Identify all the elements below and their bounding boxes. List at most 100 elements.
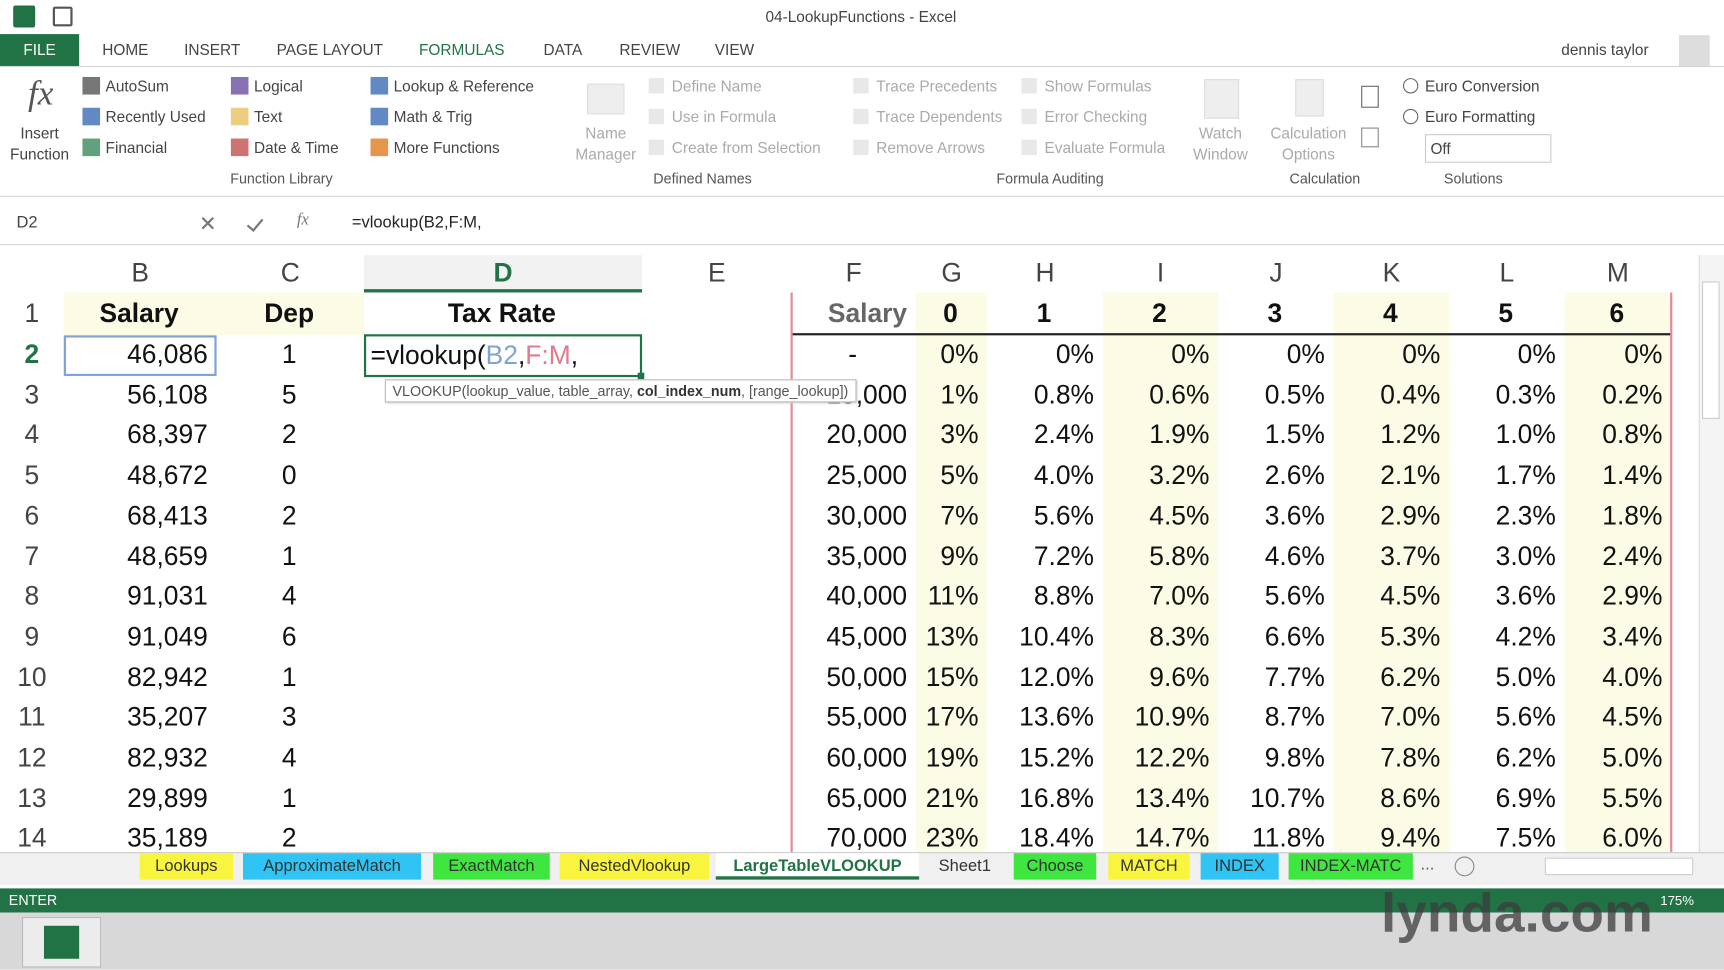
tax-cell: 7% xyxy=(940,501,979,531)
ribbon-button[interactable]: More Functions xyxy=(393,138,500,157)
ribbon-button[interactable]: AutoSum xyxy=(105,76,169,95)
ribbon-tab[interactable]: HOME xyxy=(102,40,149,59)
tax-cell: 2.9% xyxy=(1380,501,1441,531)
tax-header-cell: 0 xyxy=(943,299,958,329)
ribbon-button[interactable]: Lookup & Reference xyxy=(393,76,534,95)
ribbon-button[interactable]: Date & Time xyxy=(253,138,339,157)
sheet-tab[interactable]: Choose xyxy=(1013,853,1097,880)
tax-cell: 11% xyxy=(927,581,979,612)
name-box[interactable]: D2 xyxy=(16,213,38,232)
tax-cell: 3% xyxy=(940,420,979,451)
sheet-tab[interactable]: NestedVlookup xyxy=(559,853,710,880)
ribbon-button[interactable]: Define Name xyxy=(671,76,762,95)
dep-cell: 4 xyxy=(281,743,297,773)
salary-cell: 82,932 xyxy=(127,743,208,773)
ribbon-tab[interactable]: DATA xyxy=(543,40,583,59)
tax-cell: 21% xyxy=(925,783,979,814)
ribbon-button[interactable]: Euro Conversion xyxy=(1424,76,1540,95)
tax-cell: 0.3% xyxy=(1495,380,1556,410)
ribbon-button[interactable]: Trace Dependents xyxy=(876,107,1003,126)
ribbon-button[interactable]: Create from Selection xyxy=(671,138,821,157)
ribbon-button[interactable]: Trace Precedents xyxy=(876,76,998,95)
button-label[interactable]: Window xyxy=(1193,145,1248,163)
row-header: 13 xyxy=(17,783,47,814)
tax-cell: 3.6% xyxy=(1495,581,1556,612)
tax-cell: 23% xyxy=(925,823,979,853)
sheet-tab[interactable]: INDEX-MATC xyxy=(1288,853,1413,880)
tax-cell: 6.2% xyxy=(1380,662,1441,693)
ribbon-tab[interactable]: VIEW xyxy=(714,40,755,59)
ribbon-tab[interactable]: REVIEW xyxy=(619,40,681,59)
column-header: H xyxy=(1035,258,1055,289)
button-label[interactable]: Watch xyxy=(1198,124,1242,142)
button-label[interactable]: Manager xyxy=(575,145,637,163)
tax-cell: 0% xyxy=(1286,339,1325,370)
tax-cell: 0% xyxy=(1517,339,1556,370)
ribbon-button[interactable]: Evaluate Formula xyxy=(1044,138,1166,157)
tax-cell: 8.7% xyxy=(1264,702,1325,733)
insert-function-icon[interactable]: fx xyxy=(27,72,54,113)
dep-cell: 6 xyxy=(281,622,297,652)
ribbon-icon xyxy=(1021,108,1037,125)
sheet-tab[interactable]: Lookups xyxy=(139,853,234,880)
window-controls xyxy=(1539,7,1715,27)
ribbon-button[interactable]: Financial xyxy=(105,138,168,157)
tax-header-cell: 5 xyxy=(1498,299,1514,329)
tax-cell: 13% xyxy=(925,622,979,652)
ribbon-button[interactable]: Euro Formatting xyxy=(1424,107,1536,126)
tax-cell: 7.7% xyxy=(1264,662,1325,693)
sheet-tab[interactable]: INDEX xyxy=(1200,853,1279,880)
ribbon-tab[interactable]: FORMULAS xyxy=(419,40,505,59)
ribbon-tab[interactable]: FILE xyxy=(23,40,56,59)
button-label[interactable]: Name xyxy=(585,124,627,142)
sheet-tab[interactable]: LargeTableVLOOKUP xyxy=(715,853,920,880)
ribbon-button[interactable]: Remove Arrows xyxy=(876,138,985,157)
tax-cell: 13.4% xyxy=(1134,783,1210,814)
watermark: lynda.com xyxy=(1380,881,1653,944)
watch-window-icon xyxy=(1203,79,1240,119)
sheet-tab[interactable]: Sheet1 xyxy=(938,856,991,876)
tax-cell: 5.0% xyxy=(1602,743,1663,773)
button-label[interactable]: Insert xyxy=(20,124,59,142)
user-name: dennis taylor xyxy=(1561,40,1649,59)
ribbon-tab[interactable]: PAGE LAYOUT xyxy=(276,40,384,59)
tax-cell: 5.6% xyxy=(1033,501,1095,531)
ribbon-tab[interactable]: INSERT xyxy=(184,40,241,59)
button-label[interactable]: Function xyxy=(10,145,70,163)
ribbon-icon xyxy=(1021,78,1037,94)
tax-cell: 6.6% xyxy=(1264,622,1325,652)
tax-cell: 5.8% xyxy=(1149,541,1210,572)
ribbon-button[interactable]: Use in Formula xyxy=(671,107,777,126)
ribbon-icon xyxy=(853,139,869,156)
solutions-dropdown[interactable]: Off xyxy=(1424,134,1552,163)
ribbon-button[interactable]: Text xyxy=(253,107,283,126)
salary-cell: 68,397 xyxy=(127,420,208,451)
ribbon-icon xyxy=(230,76,249,95)
column-fill xyxy=(1564,292,1672,853)
tax-cell: 0% xyxy=(1402,339,1441,370)
ribbon-button[interactable]: Show Formulas xyxy=(1044,76,1152,95)
sheet-tab[interactable]: ApproximateMatch xyxy=(242,853,422,880)
ribbon-button[interactable]: Logical xyxy=(253,76,303,95)
tax-cell: - xyxy=(848,339,858,370)
tax-cell: 3.2% xyxy=(1149,460,1210,491)
more-tabs[interactable]: ... xyxy=(1420,855,1435,875)
tax-cell: 3.6% xyxy=(1264,501,1325,531)
sheet-tab[interactable]: MATCH xyxy=(1108,853,1190,880)
button-label[interactable]: Options xyxy=(1281,145,1335,163)
fx-button[interactable]: fx xyxy=(296,211,309,229)
column-header: D xyxy=(363,255,643,293)
function-tooltip: VLOOKUP(lookup_value, table_array, col_i… xyxy=(384,379,857,403)
button-label[interactable]: Calculation xyxy=(1270,124,1347,142)
row-header: 1 xyxy=(24,299,40,329)
ribbon-button[interactable]: Error Checking xyxy=(1044,107,1148,126)
sheet-tab[interactable]: ExactMatch xyxy=(433,853,550,880)
tax-cell: 10.7% xyxy=(1250,783,1325,814)
dep-cell: 1 xyxy=(281,541,297,572)
ribbon-button[interactable]: Recently Used xyxy=(105,107,206,126)
cell-fill xyxy=(63,292,364,336)
tax-cell: 1% xyxy=(940,380,979,410)
ribbon-button[interactable]: Math & Trig xyxy=(393,107,473,126)
excel-logo xyxy=(13,5,36,28)
tax-cell: 2.4% xyxy=(1602,541,1663,572)
